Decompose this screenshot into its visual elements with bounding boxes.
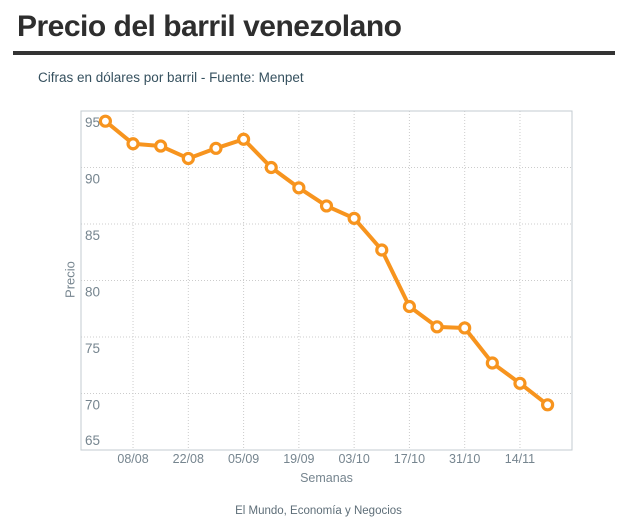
data-point-marker[interactable] — [181, 151, 195, 166]
data-point-marker[interactable] — [402, 299, 417, 314]
data-point-marker[interactable] — [98, 114, 113, 128]
x-axis-title: Semanas — [300, 471, 353, 485]
y-tick-label: 80 — [85, 285, 100, 300]
y-tick-label: 65 — [85, 433, 100, 448]
y-tick-label: 75 — [85, 341, 100, 356]
data-point-marker[interactable] — [236, 132, 251, 146]
y-tick-label: 90 — [85, 172, 100, 187]
data-point-marker[interactable] — [347, 211, 361, 225]
x-tick-label: 31/10 — [449, 452, 480, 466]
y-tick-label: 85 — [85, 228, 100, 243]
data-point-marker[interactable] — [126, 137, 140, 151]
plot-border — [80, 110, 573, 451]
x-tick-label: 22/08 — [173, 452, 204, 466]
data-point-marker[interactable] — [458, 321, 472, 335]
data-point-marker[interactable] — [154, 139, 168, 153]
page-title: Precio del barril venezolano — [17, 10, 402, 43]
title-underline — [13, 51, 615, 55]
data-point-marker[interactable] — [375, 243, 389, 257]
data-point-marker[interactable] — [319, 199, 334, 213]
data-point-marker[interactable] — [513, 376, 527, 390]
x-tick-label: 14/11 — [505, 452, 535, 466]
x-tick-label: 17/10 — [394, 452, 425, 466]
data-point-marker[interactable] — [540, 398, 555, 412]
y-tick-label: 95 — [85, 115, 100, 130]
x-tick-label: 19/09 — [283, 452, 314, 466]
source-credit: El Mundo, Economía y Negocios — [235, 505, 402, 517]
x-tick-label: 08/08 — [117, 452, 148, 466]
data-point-marker[interactable] — [292, 181, 306, 195]
data-point-marker[interactable] — [209, 141, 223, 155]
data-point-marker[interactable] — [264, 160, 278, 175]
data-point-marker[interactable] — [485, 356, 499, 370]
data-point-marker[interactable] — [430, 320, 444, 334]
x-tick-label: 03/10 — [338, 452, 369, 466]
chart-subtitle: Cifras en dólares por barril - Fuente: M… — [38, 70, 304, 85]
x-tick-label: 05/09 — [228, 452, 259, 466]
y-tick-label: 70 — [85, 398, 100, 413]
y-axis-title: Precio — [62, 261, 78, 298]
price-line — [103, 119, 550, 407]
